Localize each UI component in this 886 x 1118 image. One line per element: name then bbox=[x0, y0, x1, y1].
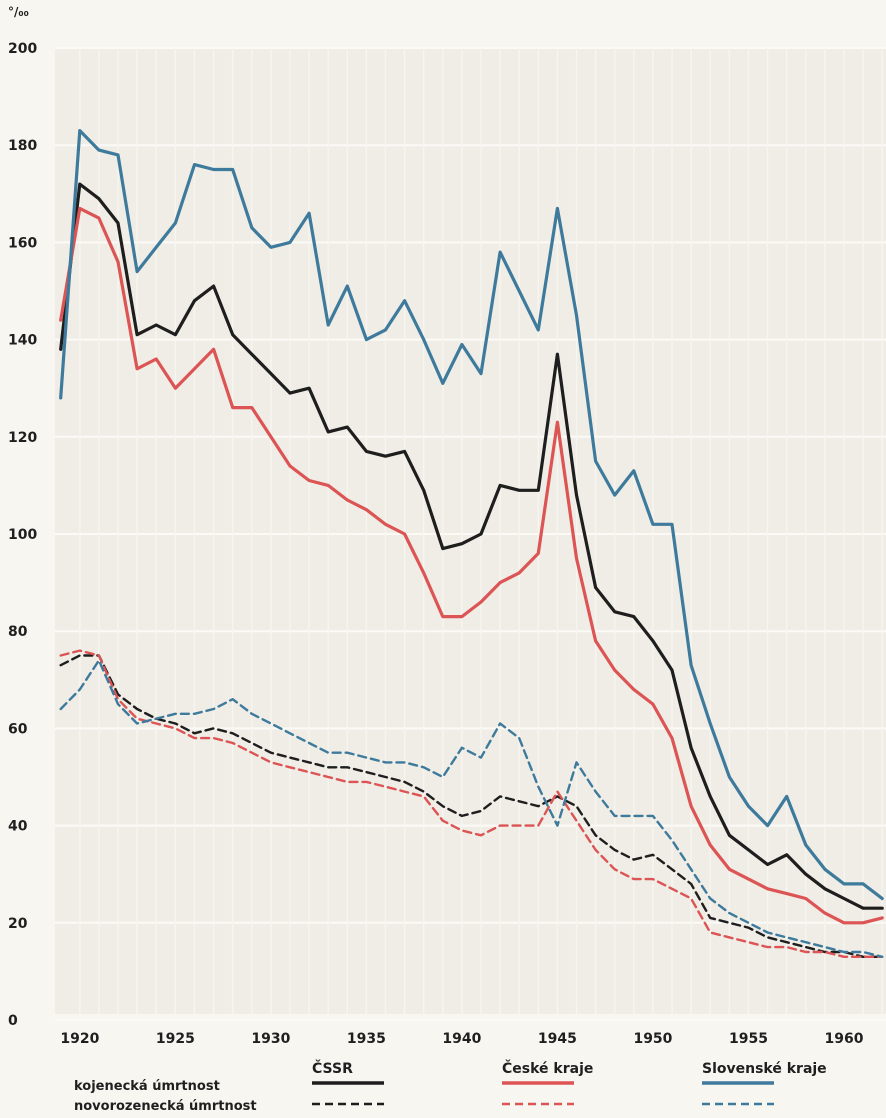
legend-col-slovenske: Slovenské kraje bbox=[702, 1061, 827, 1077]
y-tick-label: 180 bbox=[8, 138, 37, 154]
y-tick-label: 0 bbox=[8, 1013, 18, 1029]
x-tick-label: 1955 bbox=[729, 1031, 768, 1047]
x-tick-label: 1935 bbox=[347, 1031, 386, 1047]
y-tick-label: 100 bbox=[8, 527, 37, 543]
series-line-infant-slovenske bbox=[59, 129, 884, 901]
y-unit-label: °/₀₀ bbox=[8, 5, 29, 19]
legend-row-kojenecka: kojenecká úmrtnost bbox=[74, 1079, 220, 1094]
y-tick-label: 200 bbox=[8, 41, 37, 57]
x-tick-label: 1940 bbox=[442, 1031, 481, 1047]
x-tick-label: 1930 bbox=[251, 1031, 290, 1047]
x-tick-label: 1960 bbox=[824, 1031, 863, 1047]
x-tick-label: 1945 bbox=[538, 1031, 577, 1047]
y-tick-label: 80 bbox=[8, 624, 28, 640]
y-tick-label: 40 bbox=[8, 819, 28, 835]
x-tick-label: 1950 bbox=[633, 1031, 672, 1047]
series-lines bbox=[59, 129, 884, 958]
series-line-infant-ceske bbox=[59, 206, 884, 925]
y-tick-label: 20 bbox=[8, 916, 28, 932]
y-tick-label: 120 bbox=[8, 430, 37, 446]
y-tick-label: 160 bbox=[8, 235, 37, 251]
series-line-neonatal-ceske bbox=[59, 649, 884, 958]
legend: ČSSR České kraje Slovenské kraje kojenec… bbox=[74, 1059, 827, 1114]
y-tick-label: 60 bbox=[8, 721, 28, 737]
plot-background bbox=[55, 48, 886, 1014]
x-tick-label: 1920 bbox=[60, 1031, 99, 1047]
plot-grid bbox=[55, 47, 886, 1021]
series-line-neonatal-slovenske bbox=[59, 659, 884, 958]
legend-row-novorozenecka: novorozenecká úmrtnost bbox=[74, 1099, 257, 1114]
x-tick-label: 1925 bbox=[156, 1031, 195, 1047]
series-line-neonatal-cssr bbox=[59, 654, 884, 958]
y-tick-label: 140 bbox=[8, 333, 37, 349]
legend-col-ceske: České kraje bbox=[502, 1059, 593, 1077]
x-axis-ticks: 1920 1925 1930 1935 1940 1945 1950 1955 1960 bbox=[60, 1031, 863, 1047]
legend-swatches bbox=[312, 1081, 774, 1106]
legend-col-cssr: ČSSR bbox=[312, 1059, 353, 1077]
y-axis-ticks: 0 20 40 60 80 100 120 140 160 180 200 bbox=[8, 41, 37, 1029]
series-line-infant-cssr bbox=[59, 182, 884, 910]
